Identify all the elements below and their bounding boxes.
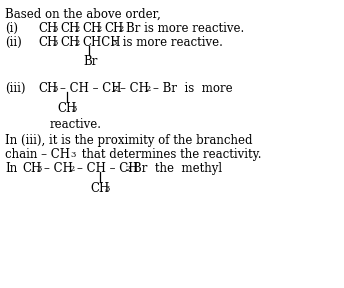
Text: 2: 2 [145, 85, 150, 93]
Text: Based on the above order,: Based on the above order, [5, 8, 161, 21]
Text: – Br  is  more: – Br is more [153, 82, 233, 95]
Text: 3: 3 [111, 39, 116, 47]
Text: In: In [5, 162, 17, 175]
Text: CH: CH [57, 102, 76, 115]
Text: is more reactive.: is more reactive. [119, 36, 223, 49]
Text: CH: CH [82, 22, 101, 35]
Text: Br  the  methyl: Br the methyl [133, 162, 222, 175]
Text: 3: 3 [71, 105, 76, 113]
Text: 2: 2 [125, 165, 130, 173]
Text: 3: 3 [52, 39, 57, 47]
Text: CH: CH [22, 162, 41, 175]
Text: CH: CH [104, 22, 123, 35]
Text: 2: 2 [96, 25, 101, 33]
Text: 3: 3 [52, 85, 57, 93]
Text: 3: 3 [52, 25, 57, 33]
Text: 2: 2 [69, 165, 74, 173]
Text: 3: 3 [70, 151, 75, 159]
Text: – CH – CH: – CH – CH [60, 82, 121, 95]
Text: (iii): (iii) [5, 82, 25, 95]
Text: – CH: – CH [120, 82, 149, 95]
Text: CH: CH [60, 22, 79, 35]
Text: 3: 3 [36, 165, 41, 173]
Text: CHCH: CHCH [82, 36, 120, 49]
Text: reactive.: reactive. [50, 118, 102, 131]
Text: CH: CH [60, 36, 79, 49]
Text: 2: 2 [74, 39, 79, 47]
Text: In (iii), it is the proximity of the branched: In (iii), it is the proximity of the bra… [5, 134, 252, 147]
Text: Br: Br [83, 55, 97, 68]
Text: chain – CH: chain – CH [5, 148, 70, 161]
Text: CH: CH [38, 22, 57, 35]
Text: 2: 2 [118, 25, 123, 33]
Text: 2: 2 [74, 25, 79, 33]
Text: Br is more reactive.: Br is more reactive. [126, 22, 244, 35]
Text: – CH: – CH [44, 162, 73, 175]
Text: CH: CH [38, 82, 57, 95]
Text: 2: 2 [112, 85, 117, 93]
Text: (i): (i) [5, 22, 18, 35]
Text: CH: CH [38, 36, 57, 49]
Text: (ii): (ii) [5, 36, 22, 49]
Text: CH: CH [90, 182, 109, 195]
Text: that determines the reactivity.: that determines the reactivity. [78, 148, 261, 161]
Text: 3: 3 [104, 185, 109, 193]
Text: – CH – CH: – CH – CH [77, 162, 139, 175]
